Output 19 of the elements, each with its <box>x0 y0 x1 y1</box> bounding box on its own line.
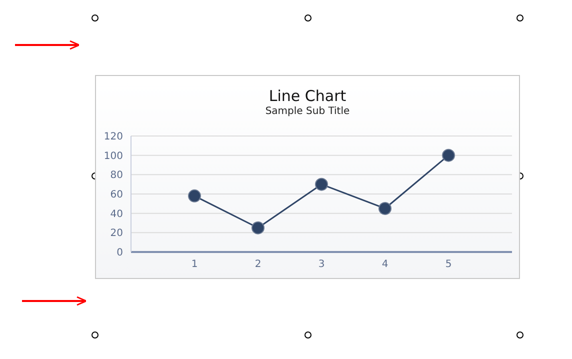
point <box>252 221 264 234</box>
chart-title: Line Chart <box>268 87 348 105</box>
point <box>378 202 392 215</box>
y-tick-label: 0 <box>116 248 123 259</box>
y-tick-label: 20 <box>110 228 123 240</box>
y-tick-label: 80 <box>110 170 123 182</box>
x-tick-label: 2 <box>254 259 262 270</box>
point <box>442 148 455 162</box>
y-tick-label: 100 <box>104 150 123 162</box>
y-tick-label: 60 <box>110 190 123 201</box>
x-tick-label: 1 <box>191 259 198 270</box>
point <box>188 189 201 202</box>
x-tick-label: 3 <box>318 259 325 270</box>
x-tick-label: 5 <box>445 259 452 270</box>
chart-subtitle: Sample Sub Title <box>264 106 351 117</box>
x-tick-label: 4 <box>382 259 388 270</box>
y-tick-label: 120 <box>104 132 123 143</box>
point <box>315 178 328 191</box>
y-tick-label: 40 <box>110 208 123 220</box>
